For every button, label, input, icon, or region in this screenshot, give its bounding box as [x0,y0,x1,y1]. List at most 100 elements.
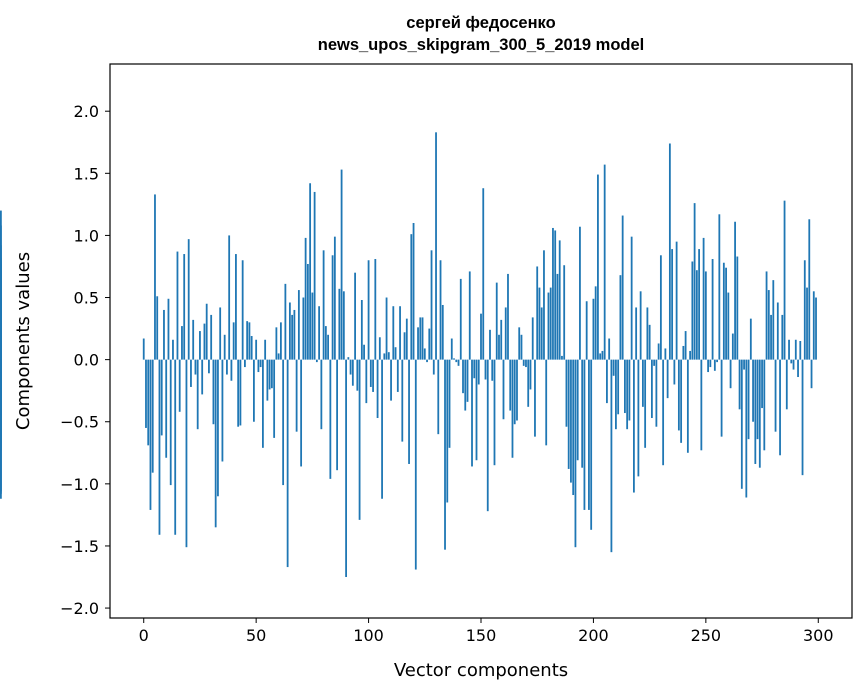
bar [527,359,530,407]
bar [360,300,363,360]
y-tick-label: 1.5 [74,164,99,183]
bar [536,266,539,360]
bar [648,324,651,360]
bar [810,359,813,389]
bar [266,359,269,401]
bar [684,331,687,360]
bar [653,359,656,366]
bar [563,265,566,360]
x-tick-label: 150 [466,626,497,645]
x-tick-label: 0 [139,626,149,645]
bar [394,347,397,360]
bar [518,327,521,360]
bar [736,256,739,360]
bar [167,298,170,360]
bar [603,164,606,360]
bar [785,359,788,410]
bar [540,307,543,360]
bar [797,359,799,378]
bar [594,286,597,360]
bar [163,309,165,360]
bar [385,297,388,360]
bar [165,359,168,458]
bar [734,221,736,360]
bar [217,359,219,497]
bar [588,359,590,510]
bar [579,226,581,360]
bar [145,359,147,428]
bar [214,359,217,528]
y-tick-label: −1.0 [60,475,99,494]
bar [547,292,550,360]
bar [228,235,231,360]
bar [210,314,213,360]
bar [673,359,676,385]
bar [196,359,199,430]
bar [763,359,766,451]
bar [437,359,440,435]
bar [399,306,401,360]
bar [331,255,334,360]
bar [561,355,563,360]
bar [291,314,294,360]
bar [480,313,482,360]
bar [194,359,197,375]
bar [621,215,624,360]
bar [390,359,392,401]
bar [558,240,561,360]
bar [749,318,752,360]
bar [255,339,258,360]
bar [264,339,267,360]
bar [743,359,745,370]
bar [504,307,507,360]
bar [268,359,271,390]
bar [756,359,759,440]
bar [183,254,186,360]
bar [581,359,584,468]
bar [747,359,750,440]
bar [0,210,2,360]
bar [300,359,303,467]
bar [199,331,201,360]
bar [725,267,727,360]
bar [277,353,280,360]
bar [329,359,332,479]
bar [745,359,748,498]
bar [752,359,754,422]
bar [529,359,532,390]
bar [257,359,260,373]
bar [486,359,489,512]
bar [156,296,159,360]
bar [0,359,2,373]
bar [342,291,345,360]
bar [498,334,500,360]
bar [597,174,599,360]
bar [176,251,179,360]
bar [142,338,145,360]
bar [421,317,424,360]
bar [641,359,644,407]
bar [799,341,802,360]
bar [767,290,770,360]
bar [462,359,464,394]
bar [230,359,233,381]
y-tick-label: 2.0 [74,102,99,121]
bar [464,359,467,411]
bar [288,302,291,360]
bar [507,273,509,360]
bar [698,249,700,360]
bar [534,359,536,437]
bar [313,191,316,360]
bar [668,143,671,360]
bar [201,359,204,395]
bar [419,317,422,360]
bar [794,339,797,360]
bar [803,260,806,360]
bar [538,287,541,360]
bar [619,275,622,360]
bar [459,278,462,360]
bar [482,188,485,360]
bar [516,359,518,421]
bar [372,359,374,392]
